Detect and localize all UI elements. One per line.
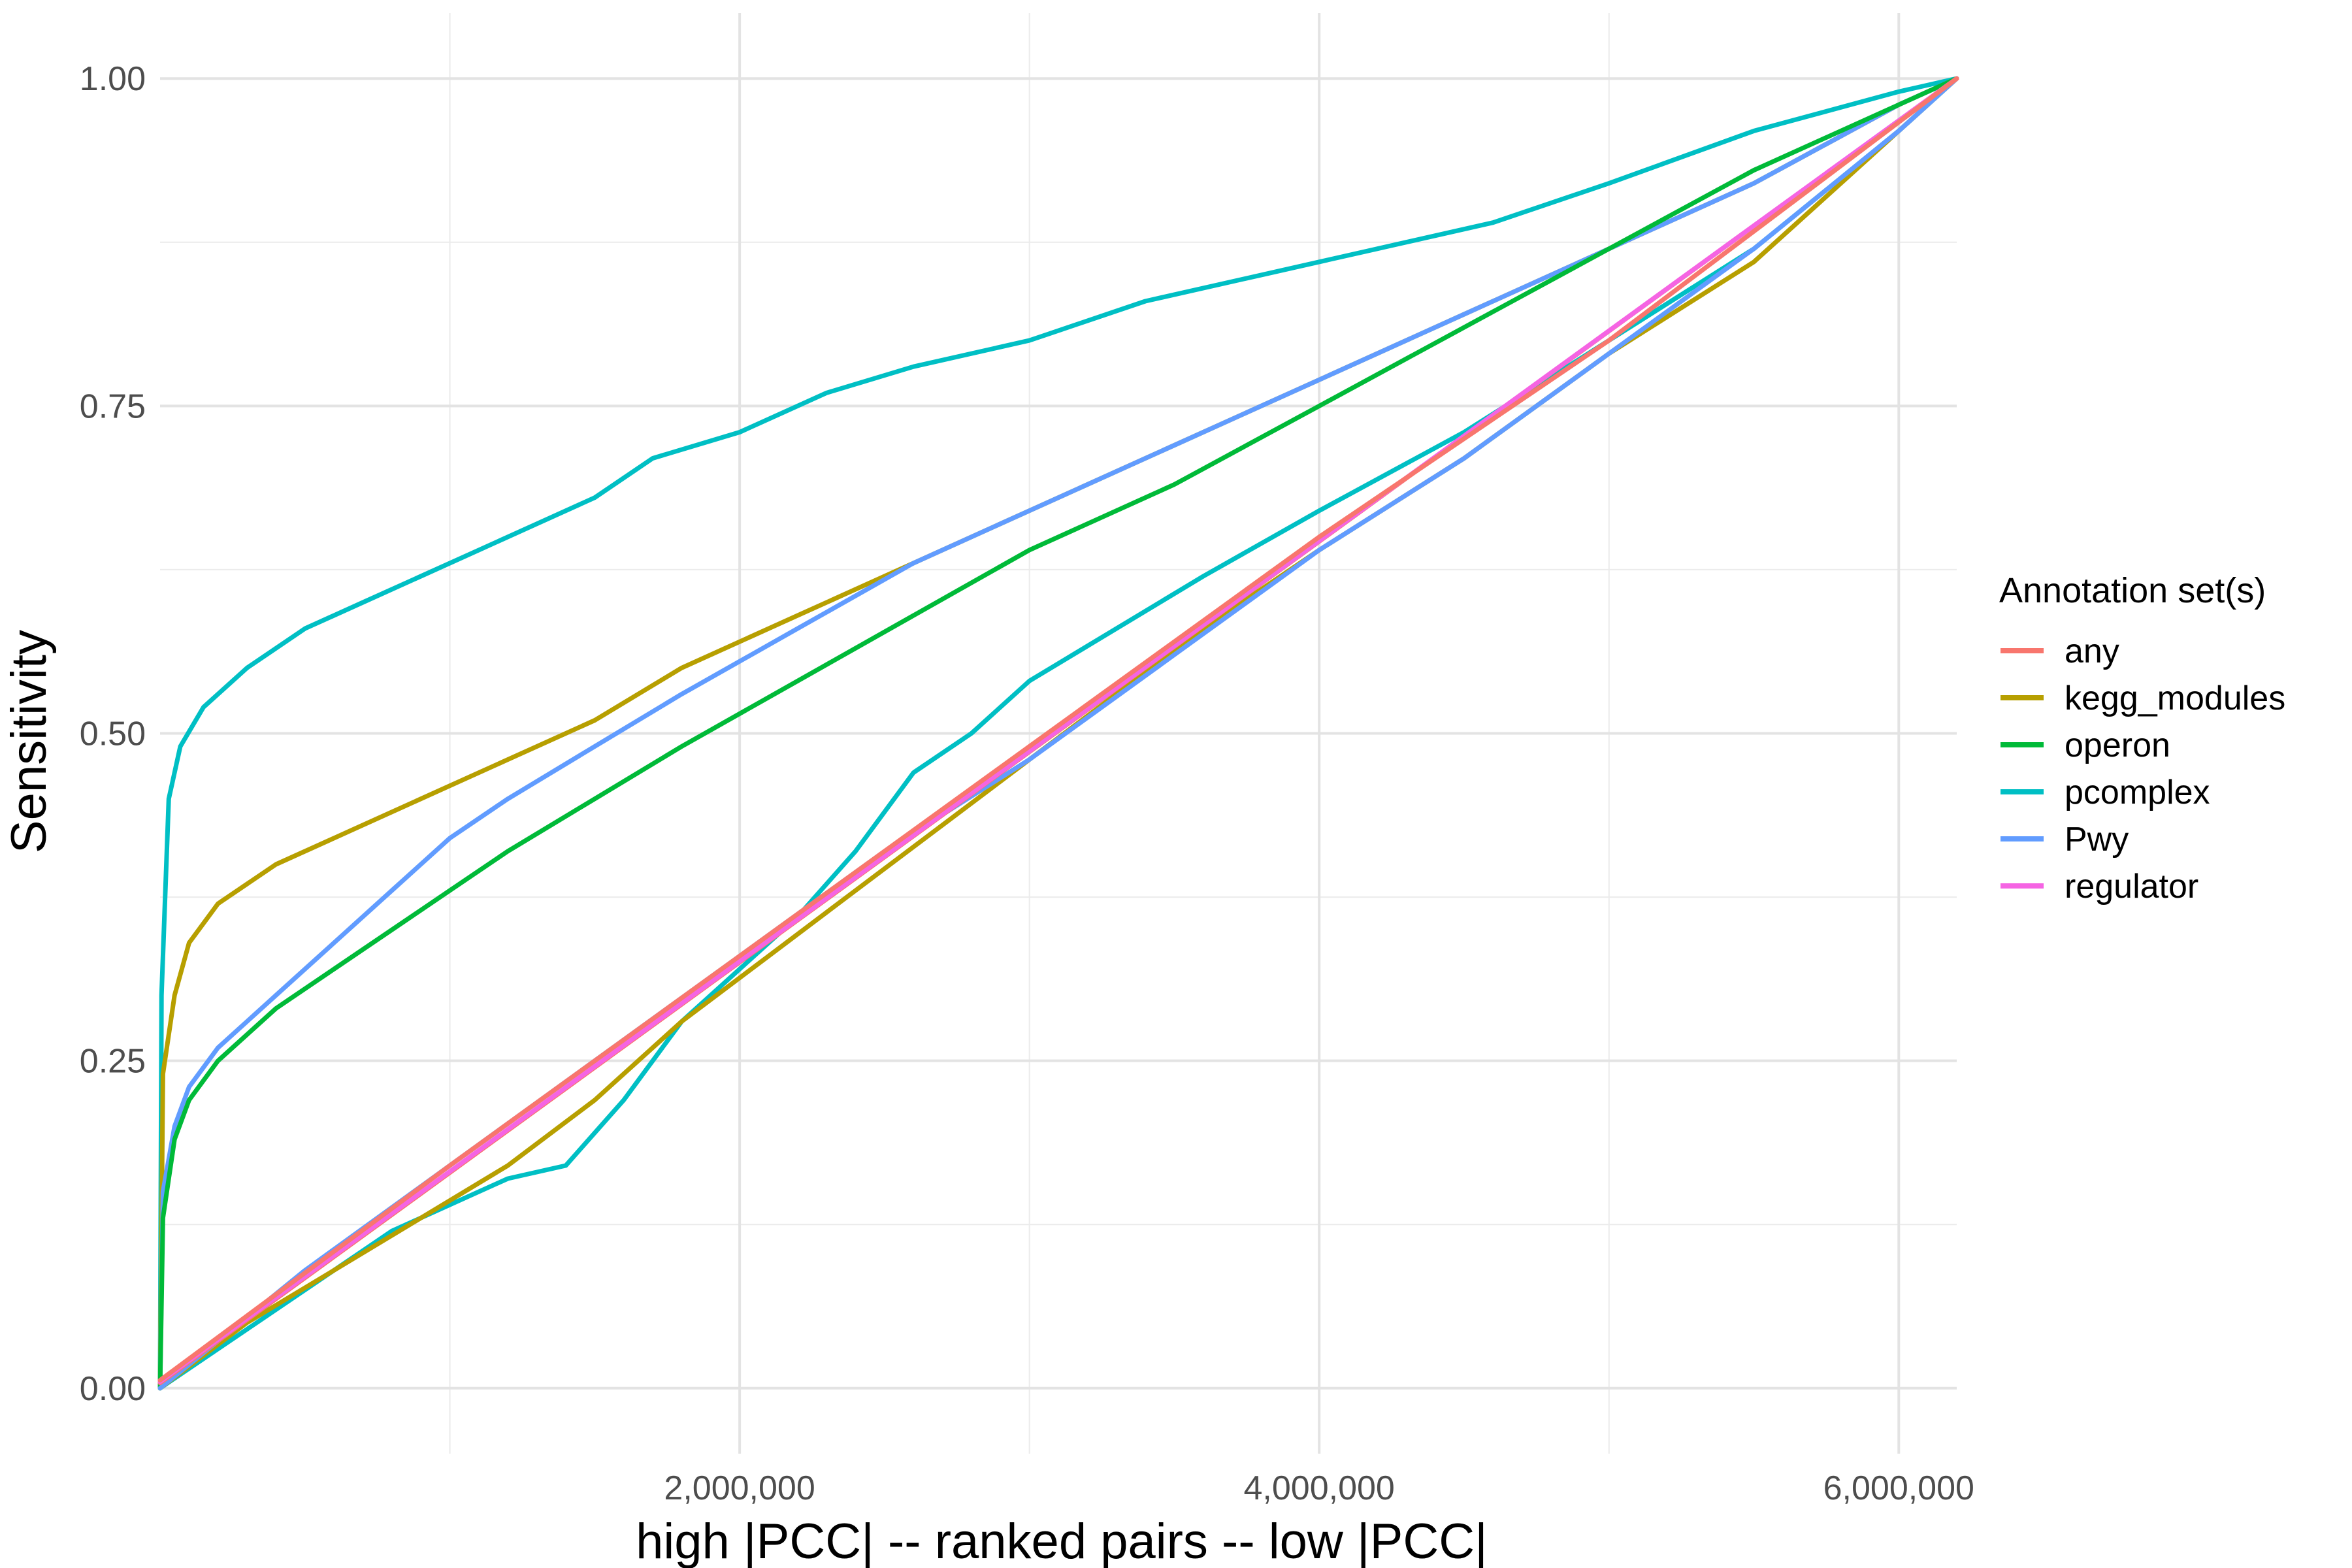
x-axis-title: high |PCC| -- ranked pairs -- low |PCC| [636, 1514, 1488, 1568]
y-axis-tick-labels: 0.00 0.25 0.50 0.75 1.00 [80, 60, 146, 1408]
y-tick-label: 0.75 [80, 387, 146, 425]
y-tick-label: 0.25 [80, 1043, 146, 1081]
series-line-pcomplex [157, 76, 1959, 1391]
series-line-operon [157, 76, 1959, 1391]
x-tick-label: 4,000,000 [1244, 1469, 1395, 1507]
y-tick-label: 1.00 [80, 60, 146, 98]
legend-label: regulator [2065, 868, 2198, 906]
x-tick-label: 2,000,000 [664, 1469, 815, 1507]
y-axis-title: Sensitivity [1, 630, 57, 853]
y-tick-label: 0.00 [80, 1370, 146, 1408]
legend-label: Pwy [2065, 821, 2129, 858]
legend-label: kegg_modules [2065, 679, 2285, 717]
series-lines [157, 76, 1959, 1391]
series-line-any [157, 76, 1959, 1383]
legend-label: pcomplex [2065, 774, 2210, 811]
x-tick-label: 6,000,000 [1823, 1469, 1974, 1507]
legend-title: Annotation set(s) [1999, 571, 2266, 610]
legend-label: operon [2065, 727, 2170, 764]
y-tick-label: 0.50 [80, 715, 146, 753]
series-line-regulator [157, 76, 1959, 1384]
series-line-pwy [157, 76, 1959, 1391]
legend-label: any [2065, 632, 2119, 670]
x-axis-tick-labels: 2,000,000 4,000,000 6,000,000 [664, 1469, 1974, 1507]
minor-gridlines [160, 13, 1957, 1454]
